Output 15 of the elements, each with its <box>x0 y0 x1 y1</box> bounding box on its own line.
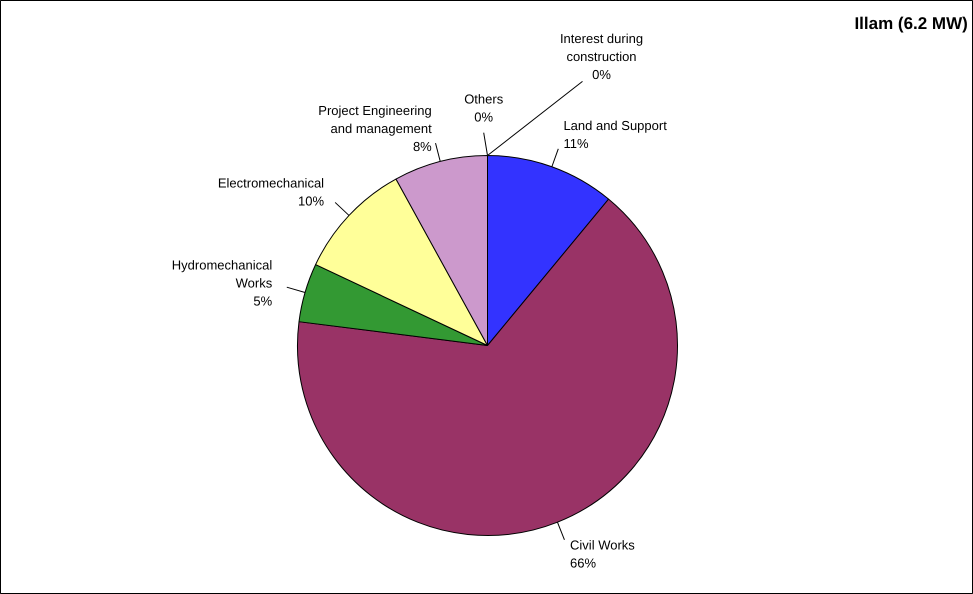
slice-label: Civil Works <box>570 537 636 552</box>
data-label: 5% <box>253 293 273 308</box>
text: 0% <box>474 110 494 124</box>
text: 0% <box>592 67 611 82</box>
slice-label: Electromechanical <box>218 176 324 191</box>
slice-label: Project Engineering and management <box>318 102 432 136</box>
slice-label: Land and Support <box>563 118 668 134</box>
data-label: 10% <box>298 194 325 209</box>
data-label: 11% <box>563 136 589 152</box>
text: Illam (6.2 MW) <box>854 14 968 33</box>
slice-label: Hydromechanical Works <box>172 257 273 290</box>
data-label: 66% <box>570 555 596 570</box>
category-label: Interest during construction <box>560 31 644 64</box>
category-label: Others <box>464 92 504 106</box>
data-label: 8% <box>412 138 432 154</box>
